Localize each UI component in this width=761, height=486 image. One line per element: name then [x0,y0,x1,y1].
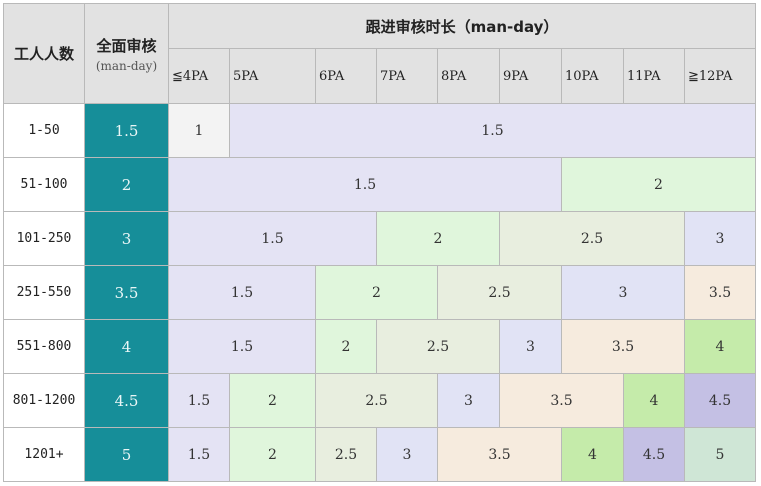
followup-cell: 3 [499,319,562,374]
followup-cell: 1.5 [168,427,230,482]
full-audit-cell: 1.5 [84,103,169,158]
full-audit-cell: 5 [84,427,169,482]
worker-count-cell: 551-800 [3,319,85,374]
worker-count-cell: 51-100 [3,157,85,212]
followup-cell: 4 [684,319,756,374]
pa-band-header: ≦4PA [168,48,230,104]
table-row: 101-250 3 1.5 2 2.5 3 [3,211,756,266]
worker-count-cell: 1201+ [3,427,85,482]
full-audit-label: 全面审核 [96,36,157,55]
table-row: 251-550 3.5 1.5 2 2.5 3 3.5 [3,265,756,320]
pa-band-header: ≧12PA [684,48,756,104]
followup-cell: 2 [561,157,756,212]
pa-band-header: 5PA [229,48,316,104]
followup-cell: 1.5 [168,265,316,320]
pa-band-header: 11PA [623,48,685,104]
followup-cell: 3.5 [499,373,624,428]
followup-cell: 4 [623,373,685,428]
followup-cell: 4.5 [684,373,756,428]
followup-cell: 2 [315,265,438,320]
full-audit-cell: 4 [84,319,169,374]
pa-band-header: 6PA [315,48,377,104]
followup-cell: 1.5 [168,319,316,374]
full-audit-cell: 4.5 [84,373,169,428]
followup-cell: 1.5 [168,373,230,428]
worker-count-cell: 251-550 [3,265,85,320]
followup-cell: 2.5 [499,211,685,266]
followup-cell: 2 [229,427,316,482]
followup-cell: 1.5 [229,103,756,158]
worker-count-cell: 801-1200 [3,373,85,428]
followup-cell: 1 [168,103,230,158]
followup-cell: 2.5 [376,319,500,374]
full-audit-cell: 3 [84,211,169,266]
followup-cell: 2.5 [315,373,438,428]
followup-cell: 3.5 [437,427,562,482]
followup-cell: 2.5 [315,427,377,482]
worker-count-cell: 101-250 [3,211,85,266]
followup-cell: 4 [561,427,624,482]
followup-cell: 5 [684,427,756,482]
followup-cell: 3.5 [561,319,685,374]
workers-header: 工人人数 [3,3,85,104]
followup-cell: 4.5 [623,427,685,482]
full-audit-unit: (man-day) [95,58,158,73]
followup-cell: 2 [229,373,316,428]
table-row: 801-1200 4.5 1.5 2 2.5 3 3.5 4 4.5 [3,373,756,428]
followup-cell: 1.5 [168,157,562,212]
table-row: 51-100 2 1.5 2 [3,157,756,212]
followup-cell: 3 [376,427,438,482]
followup-cell: 2.5 [437,265,562,320]
followup-cell: 1.5 [168,211,377,266]
header-row-1: 工人人数 全面审核 (man-day) 跟进审核时长（man-day） [3,3,756,104]
followup-cell: 3 [561,265,685,320]
full-audit-cell: 2 [84,157,169,212]
worker-count-cell: 1-50 [3,103,85,158]
table-row: 1-50 1.5 1 1.5 [3,103,756,158]
table-row: 1201+ 5 1.5 2 2.5 3 3.5 4 4.5 5 [3,427,756,482]
pa-band-header: 7PA [376,48,438,104]
followup-header: 跟进审核时长（man-day） [168,3,756,49]
followup-cell: 3 [437,373,500,428]
followup-cell: 2 [315,319,377,374]
audit-duration-table: 工人人数 全面审核 (man-day) 跟进审核时长（man-day） ≦4PA… [3,3,756,482]
pa-band-row: ≦4PA 5PA 6PA 7PA 8PA 9PA 10PA 11PA ≧12PA [4,48,756,104]
followup-cell: 2 [376,211,500,266]
table-row: 551-800 4 1.5 2 2.5 3 3.5 4 [3,319,756,374]
pa-band-header: 8PA [437,48,500,104]
full-audit-cell: 3.5 [84,265,169,320]
followup-cell: 3.5 [684,265,756,320]
pa-band-header: 9PA [499,48,562,104]
followup-cell: 3 [684,211,756,266]
pa-band-header: 10PA [561,48,624,104]
full-audit-header: 全面审核 (man-day) [84,3,169,104]
